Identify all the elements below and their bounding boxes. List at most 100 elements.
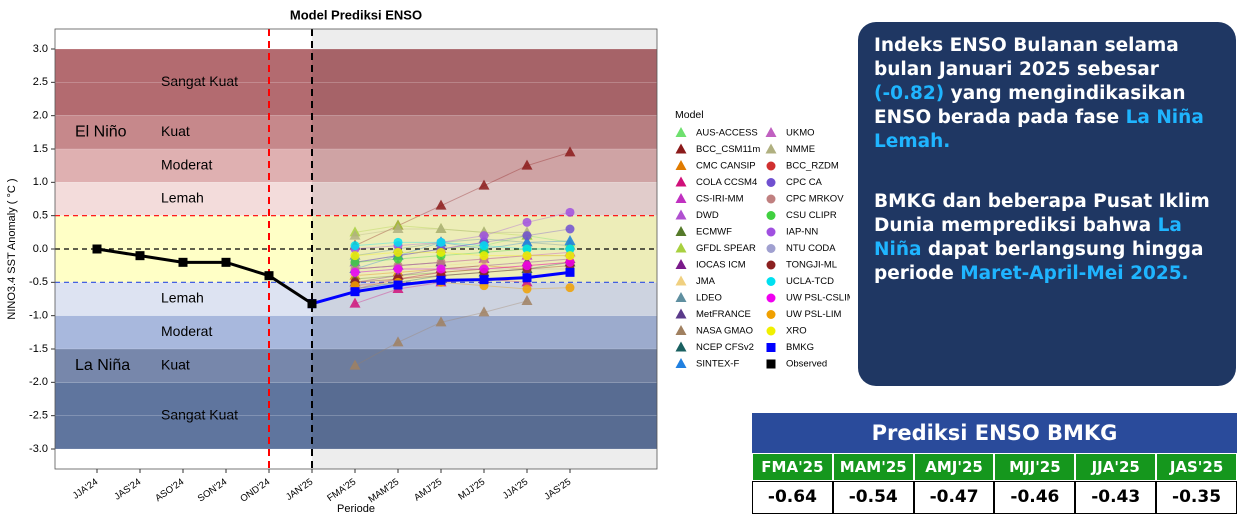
- table-values: -0.64 -0.54 -0.47 -0.46 -0.43 -0.35: [752, 481, 1237, 514]
- circle-marker: [393, 247, 403, 257]
- circle-marker: [766, 211, 776, 220]
- square-marker: [522, 273, 532, 283]
- legend-label: UW PSL-CSLIM: [786, 293, 850, 304]
- legend-label: JMA: [696, 276, 716, 287]
- x-tick-label: MJJ'25: [456, 477, 487, 503]
- square-marker: [221, 257, 231, 267]
- model-line: [354, 258, 571, 283]
- y-tick-label: -2.5: [29, 410, 48, 422]
- legend-label: NTU CODA: [786, 243, 836, 254]
- table-value-cell: -0.54: [832, 481, 914, 514]
- y-tick-label: 1.5: [33, 143, 48, 155]
- legend-label: BCC_RZDM: [786, 161, 839, 172]
- y-tick-label: 3.0: [33, 43, 48, 55]
- triangle-marker: [675, 226, 687, 236]
- triangle-marker: [675, 176, 687, 187]
- circle-marker: [565, 251, 575, 261]
- triangle-marker: [564, 146, 576, 157]
- legend-label: BCC_CSM11m: [696, 144, 760, 155]
- circle-marker: [393, 254, 403, 264]
- chart-title: Model Prediksi ENSO: [290, 7, 422, 22]
- square-marker: [307, 299, 317, 309]
- legend-label: DWD: [696, 210, 719, 221]
- model-line: [354, 261, 571, 290]
- circle-marker: [766, 326, 776, 336]
- triangle-marker: [478, 306, 490, 317]
- circle-marker: [565, 244, 575, 254]
- circle-marker: [565, 224, 575, 234]
- plot-frame: [54, 28, 658, 470]
- intensity-band: [55, 149, 657, 183]
- model-line: [354, 251, 570, 257]
- triangle-marker: [392, 336, 404, 347]
- circle-marker: [522, 261, 532, 271]
- x-tick-label: JJA'24: [71, 477, 100, 502]
- model-line: [354, 241, 570, 250]
- band-label: Lemah: [161, 190, 204, 206]
- y-tick-label: -2.0: [29, 376, 48, 388]
- x-tick-label: JAN'25: [284, 477, 315, 503]
- legend-label: IAP-NN: [786, 227, 818, 238]
- x-tick-label: ASO'24: [153, 477, 186, 505]
- table-header-cell: FMA'25: [752, 453, 833, 481]
- square-marker: [350, 287, 360, 297]
- y-tick-label: 0.5: [33, 210, 48, 222]
- triangle-marker: [435, 223, 447, 233]
- legend-label: CMC CANSIP: [696, 161, 756, 172]
- model-line: [354, 261, 571, 290]
- table-value-cell: -0.46: [994, 481, 1076, 514]
- circle-marker: [522, 231, 532, 241]
- model-line: [354, 228, 571, 263]
- legend-label: SINTEX-F: [696, 359, 739, 370]
- triangle-marker: [349, 297, 361, 308]
- triangle-marker: [564, 235, 576, 245]
- band-label: Kuat: [161, 356, 190, 372]
- legend-label: NCEP CFSv2: [696, 342, 754, 353]
- square-marker: [766, 343, 776, 352]
- panel-paragraph: Indeks ENSO Bulanan selama bulan Januari…: [874, 34, 1220, 154]
- table-header-cell: MJJ'25: [994, 453, 1076, 481]
- table-header-cell: MAM'25: [832, 453, 914, 481]
- triangle-marker: [435, 199, 447, 210]
- legend-label: NMME: [786, 144, 815, 155]
- legend-label: XRO: [786, 326, 807, 337]
- legend-label: ECMWF: [696, 227, 732, 238]
- circle-marker: [522, 217, 532, 227]
- model-line: [354, 151, 571, 247]
- circle-marker: [565, 207, 575, 217]
- triangle-marker: [675, 242, 687, 253]
- model-line: [354, 281, 571, 290]
- panel-text: Indeks ENSO Bulanan selama bulan Januari…: [874, 35, 1179, 80]
- table-value-cell: -0.43: [1075, 481, 1157, 514]
- circle-marker: [766, 260, 776, 270]
- panel-text: BMKG dan beberapa Pusat Iklim Dunia memp…: [874, 191, 1210, 236]
- triangle-marker: [675, 358, 687, 368]
- model-line: [354, 251, 571, 270]
- circle-marker: [565, 283, 575, 293]
- circle-marker: [766, 293, 776, 303]
- x-axis-label: Periode: [337, 503, 375, 514]
- legend-label: AUS-ACCESS: [696, 128, 758, 139]
- circle-marker: [479, 231, 489, 241]
- square-marker: [264, 271, 274, 281]
- x-tick-label: OND'24: [238, 477, 272, 505]
- model-line: [354, 268, 570, 273]
- prediction-table: Prediksi ENSO BMKG FMA'25 MAM'25 AMJ'25 MJJ…: [752, 413, 1237, 514]
- panel-text: dapat berlangsung hingga periode: [874, 239, 1204, 284]
- circle-marker: [522, 284, 532, 294]
- square-marker: [766, 359, 776, 369]
- circle-marker: [436, 247, 446, 257]
- x-tick-label: JAS'25: [542, 477, 573, 503]
- circle-marker: [350, 267, 360, 277]
- legend-label: NASA GMAO: [696, 326, 753, 337]
- square-marker: [178, 257, 188, 267]
- band-label: Lemah: [161, 290, 204, 306]
- circle-marker: [479, 251, 489, 261]
- x-tick-label: FMA'25: [325, 477, 358, 505]
- intensity-band: [55, 315, 657, 349]
- x-tick-label: JAS'24: [112, 477, 143, 503]
- triangle-marker: [521, 159, 533, 170]
- y-tick-label: 2.5: [33, 76, 48, 88]
- info-panel: Indeks ENSO Bulanan selama bulan Januari…: [858, 22, 1236, 386]
